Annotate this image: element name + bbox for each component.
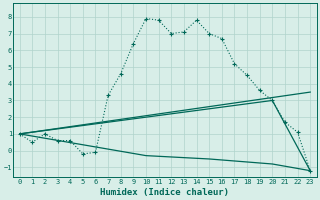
X-axis label: Humidex (Indice chaleur): Humidex (Indice chaleur) [100,188,229,197]
